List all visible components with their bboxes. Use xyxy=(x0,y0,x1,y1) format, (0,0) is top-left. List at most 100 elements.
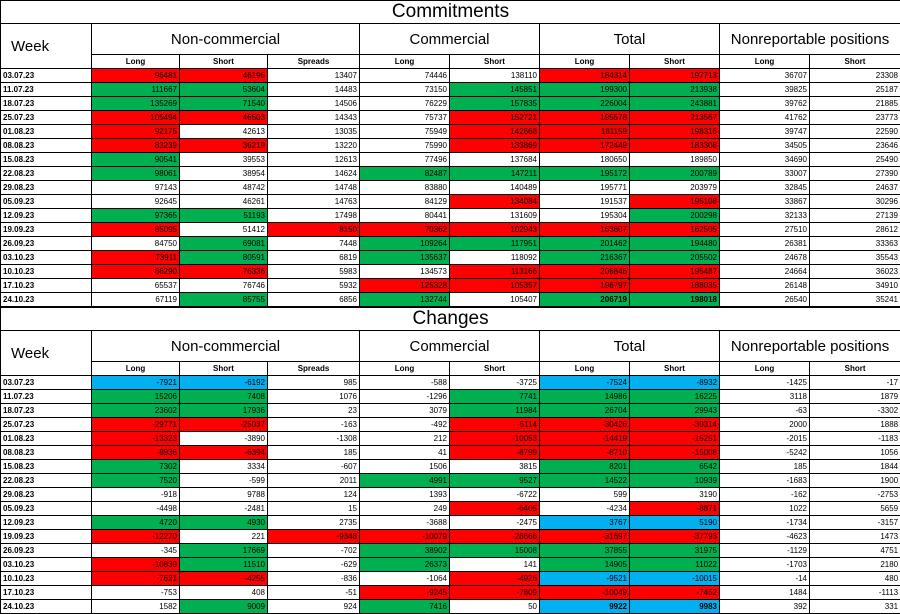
value-cell: 84129 xyxy=(360,195,450,209)
week-cell: 01.08.23 xyxy=(1,125,92,139)
value-cell: 25187 xyxy=(810,83,900,97)
value-cell: 188035 xyxy=(630,279,720,293)
value-cell: -1308 xyxy=(268,432,360,446)
week-cell: 19.09.23 xyxy=(1,530,92,544)
value-cell: 183308 xyxy=(630,139,720,153)
value-cell: 11510 xyxy=(180,558,268,572)
value-cell: -4255 xyxy=(180,572,268,586)
week-cell: 01.08.23 xyxy=(1,432,92,446)
value-cell: 134084 xyxy=(450,195,540,209)
value-cell: 14483 xyxy=(268,83,360,97)
value-cell: 480 xyxy=(810,572,900,586)
value-cell: 36219 xyxy=(180,139,268,153)
subheader: Long xyxy=(92,55,180,69)
value-cell: 392 xyxy=(720,600,810,614)
value-cell: 124 xyxy=(268,488,360,502)
commercial-header: Commercial xyxy=(360,24,540,55)
value-cell: -3688 xyxy=(360,516,450,530)
value-cell: 212 xyxy=(360,432,450,446)
value-cell: 3190 xyxy=(630,488,720,502)
value-cell: -7921 xyxy=(92,376,180,390)
value-cell: 23308 xyxy=(810,69,900,83)
value-cell: 4991 xyxy=(360,474,450,488)
value-cell: 200298 xyxy=(630,209,720,223)
week-cell: 03.10.23 xyxy=(1,558,92,572)
value-cell: 105494 xyxy=(92,111,180,125)
value-cell: 7408 xyxy=(180,390,268,404)
value-cell: -4623 xyxy=(720,530,810,544)
value-cell: 1022 xyxy=(720,502,810,516)
value-cell: 97143 xyxy=(92,181,180,195)
value-cell: 37855 xyxy=(540,544,630,558)
week-cell: 11.07.23 xyxy=(1,390,92,404)
value-cell: 65537 xyxy=(92,279,180,293)
value-cell: 8201 xyxy=(540,460,630,474)
value-cell: 96481 xyxy=(92,69,180,83)
value-cell: -1425 xyxy=(720,376,810,390)
cot-report: Commitments Week Non-commercial Commerci… xyxy=(0,0,900,593)
changes-title: Changes xyxy=(1,308,900,331)
value-cell: -3157 xyxy=(810,516,900,530)
value-cell: 85755 xyxy=(180,293,268,307)
subheader: Long xyxy=(360,362,450,376)
value-cell: -4926 xyxy=(450,572,540,586)
value-cell: 3118 xyxy=(720,390,810,404)
value-cell: 71540 xyxy=(180,97,268,111)
value-cell: 9922 xyxy=(540,600,630,614)
value-cell: 82487 xyxy=(360,167,450,181)
value-cell: 221 xyxy=(180,530,268,544)
value-cell: 11022 xyxy=(630,558,720,572)
subheader: Long xyxy=(720,362,810,376)
value-cell: 157835 xyxy=(450,97,540,111)
value-cell: 102943 xyxy=(450,223,540,237)
value-cell: -1183 xyxy=(810,432,900,446)
value-cell: -1703 xyxy=(720,558,810,572)
subheader: Short xyxy=(180,362,268,376)
noncommercial-header: Non-commercial xyxy=(92,24,360,55)
subheader: Short xyxy=(450,362,540,376)
value-cell: -163 xyxy=(268,418,360,432)
value-cell: -629 xyxy=(268,558,360,572)
value-cell: 206719 xyxy=(540,293,630,307)
value-cell: 599 xyxy=(540,488,630,502)
value-cell: 24664 xyxy=(720,265,810,279)
value-cell: 185 xyxy=(268,446,360,460)
value-cell: 213567 xyxy=(630,111,720,125)
value-cell: 7302 xyxy=(92,460,180,474)
value-cell: 1506 xyxy=(360,460,450,474)
week-cell: 12.09.23 xyxy=(1,209,92,223)
value-cell: 34910 xyxy=(810,279,900,293)
value-cell: 1473 xyxy=(810,530,900,544)
value-cell: 195578 xyxy=(540,111,630,125)
value-cell: 9983 xyxy=(630,600,720,614)
value-cell: -6192 xyxy=(180,376,268,390)
week-cell: 10.10.23 xyxy=(1,572,92,586)
value-cell: 195172 xyxy=(540,167,630,181)
value-cell: 36707 xyxy=(720,69,810,83)
value-cell: 145851 xyxy=(450,83,540,97)
value-cell: 23773 xyxy=(810,111,900,125)
subheader: Short xyxy=(630,55,720,69)
value-cell: 109264 xyxy=(360,237,450,251)
subheader: Long xyxy=(540,362,630,376)
value-cell: -63 xyxy=(720,404,810,418)
value-cell: 195487 xyxy=(630,265,720,279)
value-cell: 195108 xyxy=(630,195,720,209)
value-cell: 53604 xyxy=(180,83,268,97)
value-cell: 24678 xyxy=(720,251,810,265)
value-cell: -7621 xyxy=(92,572,180,586)
value-cell: -599 xyxy=(180,474,268,488)
value-cell: 9527 xyxy=(450,474,540,488)
value-cell: 33363 xyxy=(810,237,900,251)
value-cell: -918 xyxy=(92,488,180,502)
week-cell: 18.07.23 xyxy=(1,97,92,111)
value-cell: 75949 xyxy=(360,125,450,139)
